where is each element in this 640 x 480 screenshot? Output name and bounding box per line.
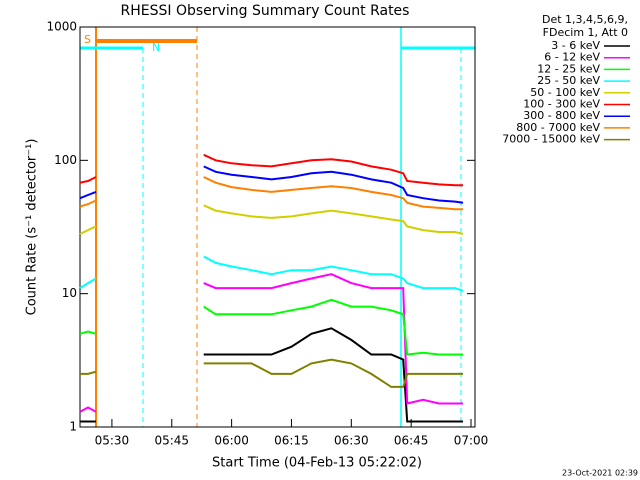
series-line: [80, 327, 463, 423]
chart-title: RHESSI Observing Summary Count Rates: [121, 3, 410, 19]
x-tick-label: 06:30: [334, 434, 369, 448]
legend-label: 6 - 12 keV: [544, 51, 600, 64]
legend-label: 50 - 100 keV: [530, 86, 600, 99]
y-tick-label: 10: [62, 286, 77, 300]
legend-label: 800 - 7000 keV: [516, 121, 600, 134]
legend-label: 12 - 25 keV: [537, 62, 600, 75]
y-axis-label: Count Rate (s⁻¹ detector⁻¹): [25, 139, 40, 316]
y-tick-label: 1: [69, 420, 77, 434]
x-tick-label: 05:45: [154, 434, 189, 448]
legend-header: Det 1,3,4,5,6,9,: [542, 13, 628, 26]
series-line: [80, 358, 463, 388]
y-tick-label: 1000: [46, 20, 77, 34]
plot-frame: [79, 26, 476, 428]
x-tick-label: 07:00: [454, 434, 489, 448]
series-line: [79, 273, 463, 413]
legend-label: 7000 - 15000 keV: [502, 133, 600, 146]
series-line: [79, 165, 464, 204]
legend-label: 100 - 300 keV: [523, 98, 600, 111]
legend-label: 300 - 800 keV: [523, 109, 600, 122]
x-tick-label: 06:15: [274, 434, 309, 448]
series-line: [79, 255, 464, 292]
legend-header: FDecim 1, Att 0: [543, 26, 628, 39]
series-line: [79, 153, 463, 187]
series-line: [79, 298, 463, 356]
saa-label: S: [84, 33, 91, 46]
series-line: [79, 204, 464, 235]
series-line: [79, 176, 463, 211]
legend-label: 25 - 50 keV: [537, 74, 600, 87]
x-axis-label: Start Time (04-Feb-13 05:22:02): [212, 456, 422, 471]
x-tick-label: 06:45: [394, 434, 429, 448]
y-tick-label: 100: [54, 153, 77, 167]
footer: 23-Oct-2021 02:39: [562, 469, 638, 478]
legend-label: 3 - 6 keV: [551, 39, 600, 52]
night-label: N: [152, 41, 160, 54]
x-tick-label: 05:30: [95, 434, 130, 448]
x-tick-label: 06:00: [214, 434, 249, 448]
